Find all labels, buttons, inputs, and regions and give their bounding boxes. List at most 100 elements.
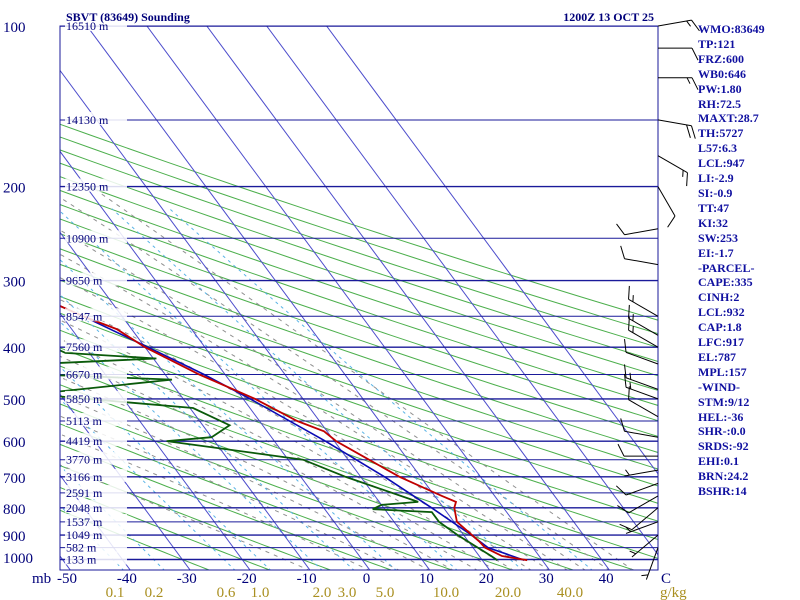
wind-barb-staff [625, 482, 659, 496]
wind-barb-flag [691, 47, 699, 61]
index-item: LFC:917 [698, 335, 744, 350]
mixing-ratio-tick-label: 40.0 [557, 585, 583, 600]
pressure-label: 800 [3, 502, 26, 518]
wind-barb-staff [628, 495, 659, 514]
wind-barb [628, 316, 659, 348]
height-label: 3166 m [66, 470, 103, 484]
dry-adiabat-line [60, 295, 658, 504]
wind-barbs [615, 19, 700, 580]
wind-barb-staff [625, 351, 659, 365]
wind-barb-staff [625, 521, 659, 534]
height-label: 582 m [66, 541, 97, 555]
wind-barb-flag [667, 215, 676, 228]
parcel-trace [60, 305, 525, 561]
wind-barb-flag [686, 124, 691, 138]
index-item: MPL:157 [698, 364, 747, 379]
mixing-ratio-line [60, 259, 397, 570]
height-label: 4419 m [66, 434, 103, 448]
wind-barb-flag [620, 418, 625, 432]
index-item: -WIND- [698, 379, 740, 394]
height-label: 3770 m [66, 453, 103, 467]
moist-adiabat-line [60, 299, 532, 570]
isotherm-line [60, 69, 431, 570]
pressure-label: 100 [3, 20, 26, 36]
height-label: 10900 m [66, 231, 109, 245]
wind-barb [628, 285, 659, 317]
height-label-bg [65, 178, 127, 192]
isotherm-line [146, 26, 551, 570]
height-label-bg [65, 412, 127, 426]
height-label-bg [65, 468, 127, 482]
moist-adiabat-line [90, 186, 634, 570]
wind-barb [657, 186, 676, 228]
wind-barb-staff [657, 186, 676, 217]
height-label-bg [65, 366, 127, 380]
wind-barb-half [632, 295, 634, 302]
wind-barb [617, 443, 658, 457]
wind-barb-flag [620, 245, 625, 259]
index-item: WB0:646 [698, 66, 746, 81]
height-label-bg [65, 230, 127, 244]
dry-adiabat-line [60, 365, 636, 570]
chart-title: SBVT (83649) Sounding [66, 10, 190, 24]
wind-barb-flag [624, 373, 627, 388]
dry-adiabat-line [60, 176, 658, 377]
mixing-ratio-tick-label: 20.0 [495, 585, 521, 600]
wind-barb-staff [625, 386, 659, 400]
index-item: LCL:932 [698, 305, 745, 320]
x-axis-prefix: mb [32, 571, 51, 587]
index-item: STM:9/12 [698, 394, 750, 409]
wind-barb [629, 534, 659, 558]
wind-barb [641, 547, 659, 580]
temperature-tick-label: 40 [599, 571, 614, 587]
wind-barb [628, 386, 659, 418]
dry-adiabat-line [60, 329, 658, 541]
index-item: SW:253 [698, 230, 739, 245]
wind-barb-half [629, 550, 636, 555]
index-item: L57:6.3 [698, 141, 737, 156]
index-item: SRDS:-92 [698, 439, 749, 454]
dry-adiabat-line [60, 136, 658, 335]
index-item: EHI:0.1 [698, 454, 740, 469]
temperature-tick-label: 10 [419, 571, 434, 587]
dry-adiabat-line [60, 403, 514, 570]
height-label: 8547 m [66, 309, 103, 323]
height-label-bg [65, 539, 127, 553]
wind-barb-flag [691, 19, 700, 32]
wind-barb-flag [615, 485, 627, 496]
wind-barb-half [629, 382, 632, 390]
wind-barb-flag [619, 523, 633, 531]
wind-barb-staff [628, 317, 659, 336]
isotherm-line [86, 26, 491, 570]
wind-barb [658, 47, 699, 61]
isotherm-line [325, 26, 658, 475]
mixing-ratio-tick-label: 1.0 [251, 585, 270, 600]
wind-barb-flag [691, 77, 699, 90]
dry-adiabat-line [60, 248, 658, 454]
wind-barb-staff [624, 228, 659, 236]
plot-frame [59, 25, 659, 571]
height-label-bg [65, 339, 127, 353]
height-label: 1537 m [66, 515, 103, 529]
wind-barb-half [632, 314, 634, 321]
height-label: 133 m [66, 553, 97, 567]
pressure-label: 900 [3, 529, 26, 545]
dry-adiabat-line [60, 204, 658, 406]
isotherm-line [60, 150, 371, 570]
index-item: CAPE:335 [698, 275, 753, 290]
isotherm-line [60, 231, 311, 570]
mixing-ratio-line [60, 366, 272, 570]
wind-barb [657, 119, 696, 139]
temperature-tick-label: 30 [539, 571, 554, 587]
mixing-ratio-tick-label: 0.2 [145, 585, 164, 600]
height-label-bg [65, 484, 127, 498]
mixing-ratio-line [60, 293, 355, 570]
height-label: 14130 m [66, 113, 109, 127]
height-label: 16510 m [66, 19, 109, 33]
wind-barb-flag [624, 338, 627, 353]
dry-adiabat-line [60, 123, 658, 321]
height-label: 5850 m [66, 392, 103, 406]
wind-barb-staff [628, 399, 659, 418]
pressure-label: 500 [3, 393, 26, 409]
